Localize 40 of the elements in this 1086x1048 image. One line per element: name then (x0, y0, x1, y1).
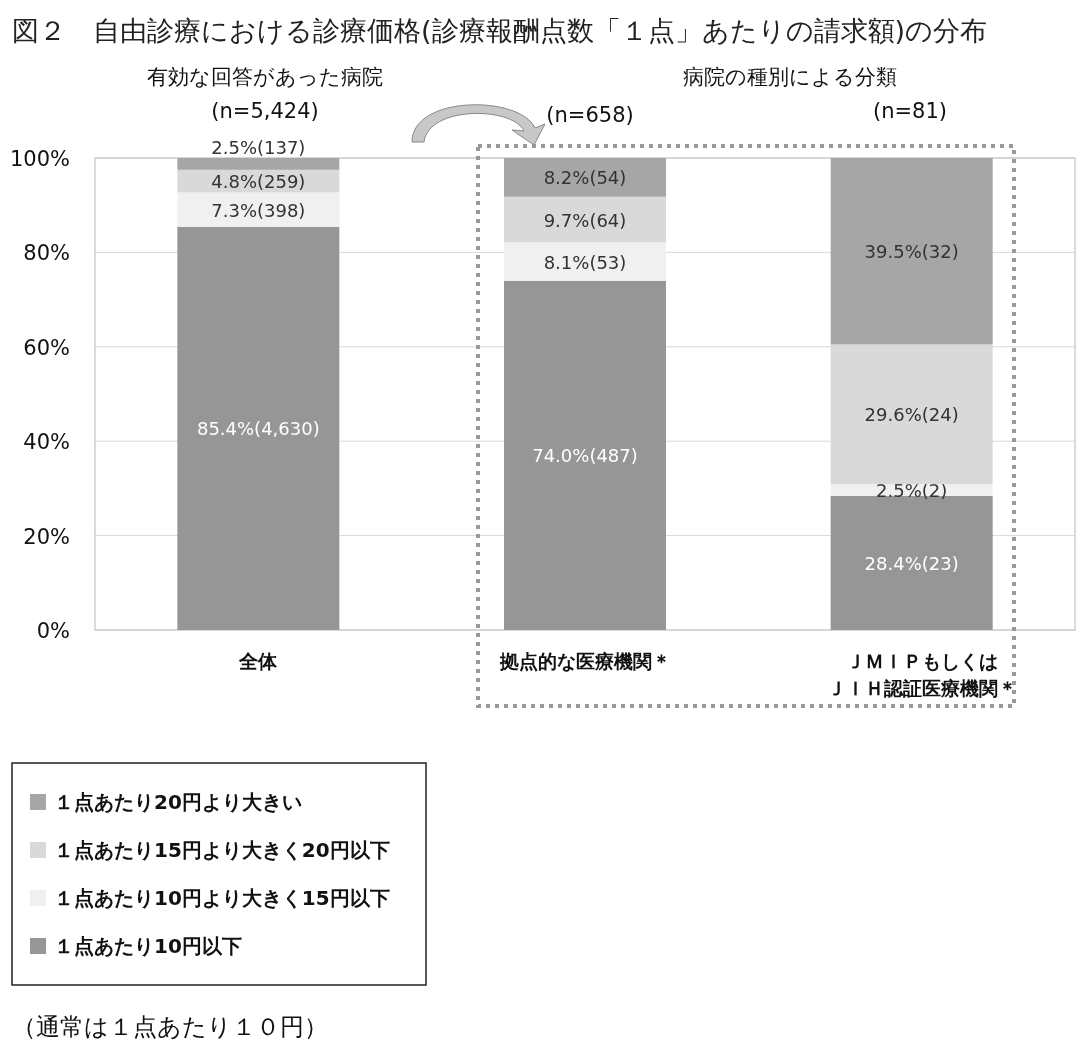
legend-label: １点あたり15円より大きく20円以下 (54, 838, 390, 862)
bar (177, 158, 340, 170)
text: (n=5,424) (211, 99, 319, 123)
x-tick-label: 全体 (238, 650, 279, 672)
y-tick-label: 40% (23, 430, 70, 455)
data-label: 29.6%(24) (864, 404, 959, 426)
x-tick-label: ＪＭＩＰもしくはＪＩＨ認証医療機関＊ (826, 650, 1017, 699)
legend-label: １点あたり10円以下 (54, 934, 242, 958)
y-tick-label: 60% (23, 335, 70, 360)
y-tick-label: 80% (23, 241, 70, 266)
x-tick-label: 拠点的な医療機関＊ (498, 650, 671, 672)
data-label: 8.2%(54) (543, 167, 627, 189)
legend-label: １点あたり20円より大きい (54, 790, 302, 814)
text: 病院の種別による分類 (683, 65, 897, 89)
text: （通常は１点あたり１０円） (12, 1013, 328, 1041)
text: 有効な回答があった病院 (147, 65, 383, 89)
data-label: 4.8%(259) (211, 171, 306, 193)
data-label: 7.3%(398) (211, 199, 306, 221)
data-label: 85.4%(4,630) (196, 418, 320, 440)
text: (n=81) (872, 99, 948, 123)
legend-label: １点あたり10円より大きく15円以下 (54, 886, 390, 910)
data-label: 28.4%(23) (864, 552, 959, 574)
data-label: 9.7%(64) (543, 209, 627, 231)
data-label: 74.0%(487) (532, 445, 638, 467)
data-label: 2.5%(137) (211, 137, 306, 158)
text: (n=658) (546, 103, 634, 127)
bar (830, 158, 993, 345)
y-tick-label: 0% (36, 619, 70, 643)
bar (504, 158, 666, 197)
data-label: 8.1%(53) (543, 251, 627, 273)
y-tick-label: 100% (9, 147, 70, 171)
data-label: 39.5%(32) (864, 241, 959, 263)
bar (504, 280, 666, 630)
bar (504, 242, 666, 281)
bar (177, 226, 340, 630)
data-label: 2.5%(2) (876, 480, 948, 502)
bar (504, 196, 666, 243)
y-tick-label: 20% (23, 524, 70, 549)
chart-title: 図２ 自由診療における診療価格(診療報酬点数「１点」あたりの請求額)の分布 (12, 15, 988, 46)
bar (177, 192, 340, 227)
